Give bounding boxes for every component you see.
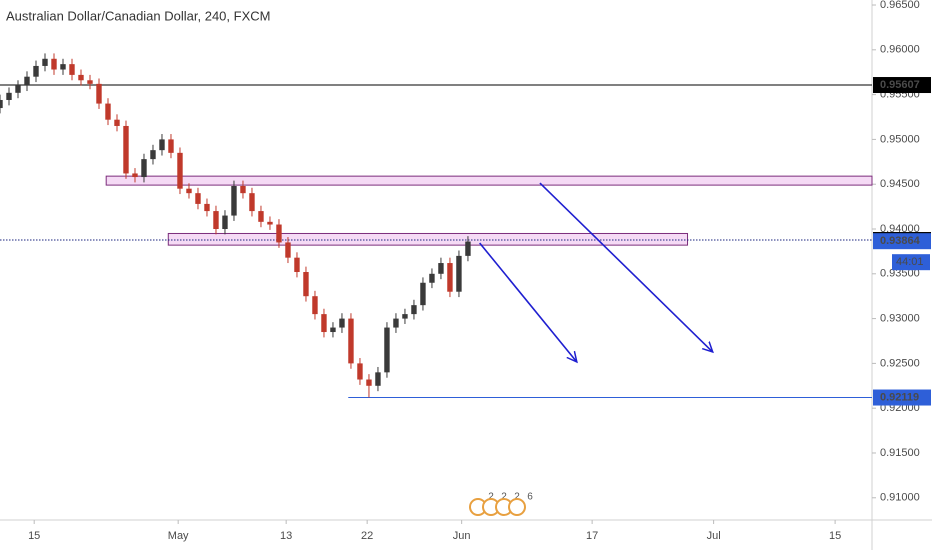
candle-body bbox=[348, 318, 354, 364]
candle-body bbox=[6, 92, 12, 100]
arrow bbox=[479, 242, 577, 362]
candle-body bbox=[411, 305, 417, 315]
event-icon bbox=[508, 498, 526, 516]
level-label: 0.92119 bbox=[880, 391, 919, 403]
y-tick-label: 0.94000 bbox=[880, 223, 920, 235]
candle-body bbox=[429, 273, 435, 283]
x-tick-label: 13 bbox=[280, 530, 292, 542]
y-tick-label: 0.96000 bbox=[880, 44, 920, 56]
x-tick-label: 15 bbox=[829, 530, 841, 542]
candle-body bbox=[366, 379, 372, 386]
level-label-box bbox=[873, 77, 931, 94]
price-label: 0.93864 bbox=[880, 235, 921, 247]
event-label: 2 bbox=[514, 492, 520, 503]
candle-body bbox=[402, 314, 408, 319]
candle-body bbox=[438, 263, 444, 274]
candle-body bbox=[267, 221, 273, 225]
candle-body bbox=[204, 203, 210, 212]
event-label: 2 bbox=[488, 492, 494, 503]
y-tick-label: 0.93000 bbox=[880, 313, 920, 325]
candle-body bbox=[456, 255, 462, 292]
candle-body bbox=[303, 272, 309, 297]
candle-body bbox=[51, 58, 57, 70]
x-tick-label: Jul bbox=[707, 530, 721, 542]
candle-body bbox=[258, 211, 264, 222]
candle-body bbox=[276, 224, 282, 243]
zone bbox=[105, 175, 873, 186]
candle-body bbox=[231, 185, 237, 216]
y-tick-label: 0.94500 bbox=[880, 178, 920, 190]
candle-body bbox=[186, 188, 192, 194]
y-tick-label: 0.93500 bbox=[880, 268, 920, 280]
level-label: 0.95607 bbox=[880, 79, 920, 91]
candle-body bbox=[15, 85, 21, 93]
candle-body bbox=[384, 327, 390, 373]
candle-body bbox=[213, 211, 219, 230]
x-tick-label: 22 bbox=[361, 530, 373, 542]
x-tick-label: 15 bbox=[28, 530, 40, 542]
candle-body bbox=[42, 58, 48, 66]
candle-body bbox=[249, 193, 255, 212]
candle-body bbox=[60, 64, 66, 70]
candle-body bbox=[105, 103, 111, 120]
candle-body bbox=[294, 257, 300, 273]
price-label-box bbox=[873, 233, 931, 250]
candle-body bbox=[240, 185, 246, 194]
candle-body bbox=[285, 242, 291, 258]
y-tick-label: 0.96500 bbox=[880, 0, 920, 11]
level-label-box bbox=[873, 389, 931, 406]
zone bbox=[167, 232, 689, 246]
x-tick-label: May bbox=[168, 530, 189, 542]
y-tick-label: 0.95000 bbox=[880, 133, 920, 145]
candle-body bbox=[24, 76, 30, 86]
candle-body bbox=[33, 65, 39, 77]
countdown-box bbox=[892, 254, 930, 271]
candle-body bbox=[141, 159, 147, 178]
event-label: 6 bbox=[527, 492, 533, 503]
candle-body bbox=[96, 83, 102, 104]
x-tick-label: Jun bbox=[453, 530, 471, 542]
candle-body bbox=[0, 99, 3, 109]
candle-body bbox=[87, 80, 93, 84]
candle-body bbox=[114, 119, 120, 126]
x-tick-label: 17 bbox=[586, 530, 598, 542]
candle-body bbox=[222, 215, 228, 230]
candle-body bbox=[312, 296, 318, 315]
candle-body bbox=[321, 314, 327, 333]
candle-body bbox=[447, 263, 453, 292]
candle-body bbox=[357, 363, 363, 380]
event-label: 2 bbox=[501, 492, 507, 503]
candle-body bbox=[330, 327, 336, 333]
candle-body bbox=[177, 152, 183, 189]
candle-body bbox=[168, 139, 174, 153]
arrow bbox=[539, 182, 713, 352]
candle-body bbox=[339, 318, 345, 328]
chart-title: Australian Dollar/Canadian Dollar, 240, … bbox=[6, 8, 270, 23]
countdown: 44:01 bbox=[896, 256, 924, 268]
y-tick-label: 0.92500 bbox=[880, 357, 920, 369]
candle-body bbox=[393, 318, 399, 328]
candle-body bbox=[78, 74, 84, 81]
y-tick-label: 0.91000 bbox=[880, 492, 920, 504]
candle-body bbox=[69, 64, 75, 75]
candle-body bbox=[420, 282, 426, 306]
candle-body bbox=[465, 241, 471, 256]
candle-body bbox=[195, 193, 201, 204]
candle-body bbox=[132, 173, 138, 178]
candle-body bbox=[150, 150, 156, 160]
y-tick-label: 0.91500 bbox=[880, 447, 920, 459]
candle-body bbox=[375, 372, 381, 386]
candle-body bbox=[159, 139, 165, 151]
candle-body bbox=[123, 125, 129, 174]
